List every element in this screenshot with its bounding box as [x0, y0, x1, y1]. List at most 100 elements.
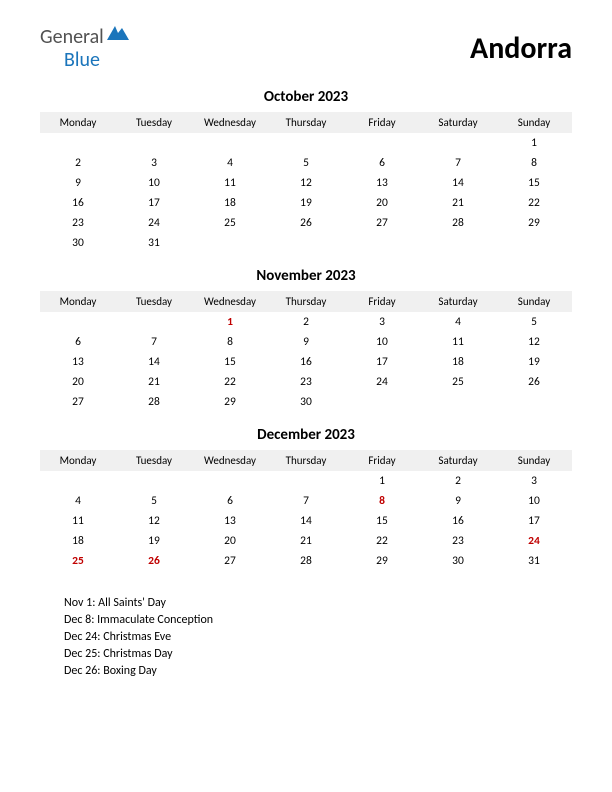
calendar-day: 15 [192, 352, 268, 372]
calendar-day: 28 [268, 551, 344, 571]
calendar-day: 24 [496, 531, 572, 551]
calendar-day [420, 233, 496, 253]
month-block: December 2023MondayTuesdayWednesdayThurs… [40, 426, 572, 571]
calendar-day: 4 [420, 312, 496, 332]
weekday-header: Monday [40, 112, 116, 133]
weekday-header: Sunday [496, 450, 572, 471]
weekday-header: Wednesday [192, 112, 268, 133]
calendar-day: 8 [344, 491, 420, 511]
calendar-day [40, 312, 116, 332]
calendar-day: 30 [40, 233, 116, 253]
calendar-day: 2 [268, 312, 344, 332]
calendar-day: 25 [192, 213, 268, 233]
calendar-day: 20 [192, 531, 268, 551]
calendar-day: 22 [192, 372, 268, 392]
calendar-day: 27 [40, 392, 116, 412]
calendar-day: 27 [192, 551, 268, 571]
calendar-row: 27282930 [40, 392, 572, 412]
calendar-table: MondayTuesdayWednesdayThursdayFridaySatu… [40, 112, 572, 253]
calendar-day: 26 [116, 551, 192, 571]
calendar-row: 23242526272829 [40, 213, 572, 233]
holiday-entry: Nov 1: All Saints' Day [64, 595, 572, 612]
calendar-container: October 2023MondayTuesdayWednesdayThursd… [40, 88, 572, 571]
calendar-day: 1 [192, 312, 268, 332]
calendar-day: 4 [192, 153, 268, 173]
calendar-day: 8 [192, 332, 268, 352]
weekday-header: Sunday [496, 112, 572, 133]
calendar-day: 23 [268, 372, 344, 392]
calendar-day [420, 133, 496, 153]
calendar-day: 1 [344, 471, 420, 491]
calendar-day: 23 [420, 531, 496, 551]
calendar-row: 18192021222324 [40, 531, 572, 551]
calendar-day [192, 133, 268, 153]
calendar-row: 1 [40, 133, 572, 153]
calendar-day: 22 [496, 193, 572, 213]
calendar-day: 17 [116, 193, 192, 213]
weekday-header: Tuesday [116, 450, 192, 471]
calendar-day [268, 133, 344, 153]
calendar-day: 2 [420, 471, 496, 491]
calendar-day: 6 [40, 332, 116, 352]
calendar-day [192, 471, 268, 491]
calendar-day: 28 [420, 213, 496, 233]
calendar-day: 7 [420, 153, 496, 173]
month-block: November 2023MondayTuesdayWednesdayThurs… [40, 267, 572, 412]
calendar-day [420, 392, 496, 412]
weekday-header: Tuesday [116, 291, 192, 312]
calendar-day: 17 [344, 352, 420, 372]
holiday-list: Nov 1: All Saints' DayDec 8: Immaculate … [64, 595, 572, 680]
calendar-row: 25262728293031 [40, 551, 572, 571]
weekday-header: Monday [40, 450, 116, 471]
calendar-day: 18 [420, 352, 496, 372]
calendar-day: 14 [268, 511, 344, 531]
calendar-day: 25 [40, 551, 116, 571]
calendar-day [344, 133, 420, 153]
calendar-day: 29 [496, 213, 572, 233]
calendar-day: 5 [496, 312, 572, 332]
calendar-day: 23 [40, 213, 116, 233]
calendar-row: 20212223242526 [40, 372, 572, 392]
calendar-day [496, 392, 572, 412]
calendar-day [116, 312, 192, 332]
calendar-day [40, 133, 116, 153]
calendar-row: 6789101112 [40, 332, 572, 352]
calendar-day: 11 [40, 511, 116, 531]
calendar-day [344, 392, 420, 412]
calendar-row: 3031 [40, 233, 572, 253]
calendar-day: 3 [344, 312, 420, 332]
calendar-day: 24 [344, 372, 420, 392]
logo-text-general: General [40, 27, 104, 47]
calendar-day: 18 [40, 531, 116, 551]
calendar-day: 3 [496, 471, 572, 491]
calendar-day: 10 [496, 491, 572, 511]
calendar-row: 12345 [40, 312, 572, 332]
calendar-day: 29 [344, 551, 420, 571]
calendar-row: 45678910 [40, 491, 572, 511]
calendar-day: 13 [344, 173, 420, 193]
weekday-header: Thursday [268, 291, 344, 312]
calendar-row: 2345678 [40, 153, 572, 173]
weekday-header: Thursday [268, 112, 344, 133]
weekday-header: Wednesday [192, 291, 268, 312]
calendar-day: 3 [116, 153, 192, 173]
calendar-day: 11 [192, 173, 268, 193]
calendar-day: 10 [344, 332, 420, 352]
month-title: October 2023 [40, 88, 572, 106]
calendar-day: 19 [116, 531, 192, 551]
calendar-day [344, 233, 420, 253]
country-title: Andorra [470, 30, 572, 67]
calendar-day [40, 471, 116, 491]
calendar-day: 20 [40, 372, 116, 392]
logo-icon [107, 26, 129, 48]
weekday-header: Wednesday [192, 450, 268, 471]
calendar-day: 24 [116, 213, 192, 233]
logo-text-blue: Blue [64, 50, 129, 70]
calendar-day: 12 [116, 511, 192, 531]
weekday-header: Friday [344, 291, 420, 312]
calendar-day: 22 [344, 531, 420, 551]
calendar-day: 16 [268, 352, 344, 372]
calendar-day: 15 [344, 511, 420, 531]
calendar-day: 5 [268, 153, 344, 173]
calendar-table: MondayTuesdayWednesdayThursdayFridaySatu… [40, 291, 572, 412]
